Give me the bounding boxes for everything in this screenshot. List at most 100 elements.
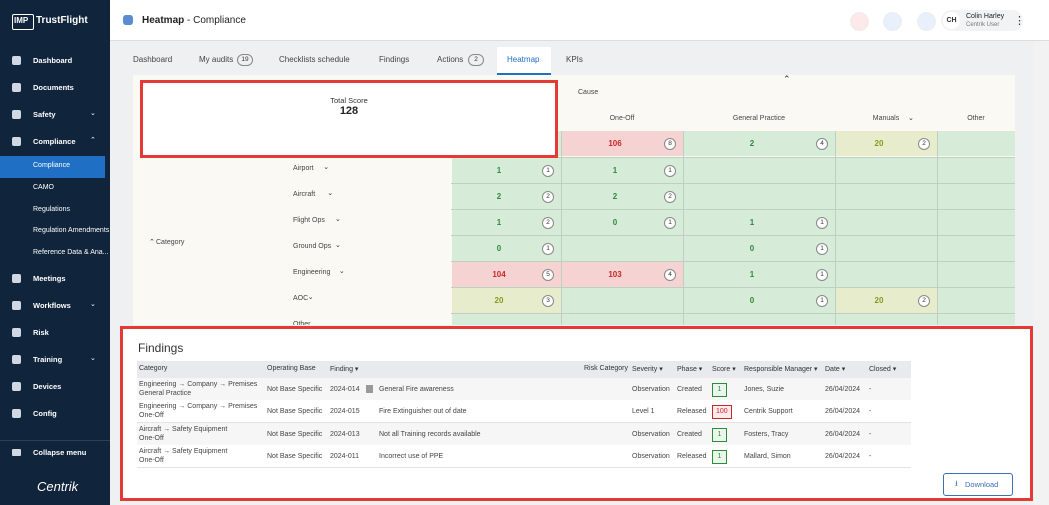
icon-button[interactable] [850, 12, 869, 31]
column-header[interactable]: Date ▾ [825, 366, 846, 373]
column-header[interactable]: Closed ▾ [869, 366, 897, 373]
column-header[interactable]: Severity ▾ [632, 366, 663, 373]
cell-score: 20 [494, 296, 504, 305]
responsible-manager: Jones, Suzie [744, 386, 785, 393]
row-divider [451, 287, 1015, 288]
finding-title: Not all Training records available [379, 430, 481, 438]
nav-item[interactable]: Documents [33, 83, 74, 92]
sort-caret: ⌄ [908, 115, 914, 122]
table-row [137, 444, 911, 468]
footer-logo: Centrik [37, 479, 79, 494]
cell-count: 1 [664, 165, 676, 177]
more-icon[interactable]: ⋮ [1014, 15, 1025, 27]
finding-category: General Practice [139, 390, 192, 397]
finding-id[interactable]: 2024-014 [330, 386, 360, 393]
finding-id[interactable]: 2024-011 [330, 452, 360, 460]
column-header[interactable]: Risk Category [584, 365, 628, 372]
finding-id[interactable]: 2024-013 [330, 430, 360, 438]
tab[interactable]: Findings [379, 55, 410, 64]
cell-count: 1 [542, 243, 554, 255]
score-badge: 100 [712, 405, 732, 420]
nav-item[interactable]: Compliance [33, 137, 76, 146]
collapse-caret: ⌃ [783, 75, 791, 84]
download-label[interactable]: Download [965, 480, 999, 489]
row-label: Airport [293, 165, 314, 172]
nav-item[interactable]: Safety [33, 110, 56, 119]
column-header: Manuals [872, 115, 900, 122]
tab[interactable]: Actions [437, 55, 464, 64]
cell-count: 4 [664, 269, 676, 281]
nav-item[interactable]: Devices [33, 382, 62, 391]
icon-button[interactable] [917, 12, 936, 31]
nav-icon [12, 56, 21, 65]
heatmap-cell [562, 184, 683, 209]
finding-id[interactable]: 2024-015 [330, 408, 360, 416]
heatmap-cell [684, 184, 835, 209]
heatmap-cell [938, 262, 1015, 287]
nav-item[interactable]: Training [33, 355, 63, 364]
user-menu[interactable] [941, 10, 1023, 31]
submenu-item[interactable]: Regulations [33, 206, 70, 213]
tab[interactable]: Heatmap [507, 55, 540, 64]
logo-box [12, 14, 34, 30]
column-header[interactable]: Operating Base [267, 365, 316, 372]
finding-category-path: Aircraft → Safety Equipment [139, 447, 228, 455]
submenu-item[interactable]: CAMO [33, 184, 54, 191]
severity: Observation [632, 452, 670, 460]
heatmap-cell [562, 158, 683, 183]
tab-badge: 2 [468, 54, 484, 66]
cell-score: 0 [496, 244, 502, 253]
column-header[interactable]: Phase ▾ [677, 366, 703, 373]
responsible-manager: Mallard, Simon [744, 452, 791, 460]
tab[interactable]: My audits [199, 55, 234, 64]
responsible-manager: Fosters, Tracy [744, 430, 789, 438]
heatmap-cell [836, 158, 937, 183]
tabs-bar [110, 41, 1033, 74]
cell-count: 2 [542, 191, 554, 203]
cell-score: 104 [492, 270, 506, 279]
responsible-manager: Centrik Support [744, 408, 793, 416]
nav-item[interactable]: Workflows [33, 301, 71, 310]
cell-score: 0 [749, 296, 755, 305]
date: 26/04/2024 [825, 408, 861, 416]
tab[interactable]: Dashboard [133, 55, 173, 64]
submenu-item[interactable]: Compliance [33, 162, 70, 169]
cell-score: 0 [749, 244, 755, 253]
nav-item[interactable]: Config [33, 409, 57, 418]
submenu-item[interactable]: Regulation Amendments [33, 227, 110, 234]
row-label: AOC [293, 295, 309, 302]
operating-base: Not Base Specific [267, 452, 323, 460]
nav-icon [12, 110, 21, 119]
icon-button[interactable] [883, 12, 902, 31]
submenu-item[interactable]: Reference Data & Ana... [33, 249, 109, 256]
heatmap-cell [562, 236, 683, 261]
finding-title: Fire Extinguisher out of date [379, 408, 467, 416]
nav-item[interactable]: Risk [33, 328, 49, 337]
row-divider [451, 313, 1015, 314]
column-header[interactable]: Category [139, 365, 168, 372]
nav-item[interactable]: Meetings [33, 274, 66, 283]
heatmap-cell [562, 131, 683, 156]
column-header[interactable]: Score ▾ [712, 366, 736, 373]
cell-count: 2 [664, 191, 676, 203]
finding-category-path: Engineering → Company → Premises [139, 403, 258, 411]
download-button[interactable] [943, 473, 1013, 496]
column-header[interactable]: Responsible Manager ▾ [744, 366, 818, 373]
heatmap-cell [684, 131, 835, 156]
tab-active-bg [497, 47, 551, 75]
row-caret: ⌄ [327, 190, 334, 197]
chevron: ⌄ [90, 110, 96, 117]
tab[interactable]: Checklists schedule [279, 55, 350, 64]
row-divider [451, 209, 1015, 210]
heatmap-cell [684, 262, 835, 287]
user-role: Centrik User [966, 22, 1000, 28]
tab[interactable]: KPIs [566, 55, 583, 64]
heatmap-cell [684, 210, 835, 235]
severity: Observation [632, 386, 670, 393]
column-header[interactable]: Finding ▾ [330, 366, 359, 373]
collapse[interactable]: Collapse menu [33, 448, 87, 457]
nav-item[interactable]: Dashboard [33, 56, 73, 65]
scrollbar [1033, 41, 1049, 505]
cell-count: 1 [664, 217, 676, 229]
active-item-bg [0, 156, 105, 178]
